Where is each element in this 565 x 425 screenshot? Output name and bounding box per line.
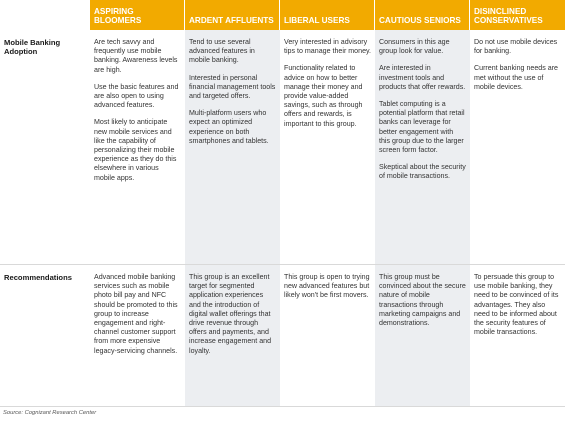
row-label-recommendations: Recommendations xyxy=(0,265,90,407)
table-cell: To persuade this group to use mobile ban… xyxy=(470,265,565,407)
cell-paragraph: Use the basic features and are also open… xyxy=(94,82,179,110)
table-cell: Consumers in this age group look for val… xyxy=(375,30,470,265)
column-header-disinclined-conservatives: DISINCLINED CONSERVATIVES xyxy=(470,0,565,30)
cell-paragraph: Skeptical about the security of mobile t… xyxy=(379,163,466,181)
table-cell: This group is an excellent target for se… xyxy=(185,265,280,407)
cell-paragraph: This group is an excellent target for se… xyxy=(189,273,272,355)
cell-paragraph: Are tech savvy and frequently use mobile… xyxy=(94,38,178,74)
cell-paragraph: Tablet computing is a potential platform… xyxy=(379,100,465,155)
cell-paragraph: Do not use mobile devices for banking. xyxy=(474,38,558,56)
table-cell: This group is open to trying new advance… xyxy=(280,265,375,407)
cell-paragraph: Multi-platform users who expect an optim… xyxy=(189,109,269,145)
source-note: Source: Cognizant Research Center xyxy=(3,410,97,416)
column-header-aspiring-bloomers: ASPIRING BLOOMERS xyxy=(90,0,185,30)
cell-paragraph: Very interested in advisory tips to mana… xyxy=(284,38,372,56)
header-corner xyxy=(0,0,90,30)
column-header-cautious-seniors: CAUTIOUS SENIORS xyxy=(375,0,470,30)
cell-paragraph: Interested in personal financial managem… xyxy=(189,73,276,101)
table-cell: Do not use mobile devices for banking. C… xyxy=(470,30,565,265)
cell-paragraph: This group is open to trying new advance… xyxy=(284,273,370,300)
cell-paragraph: Advanced mobile banking services such as… xyxy=(94,273,178,355)
cell-paragraph: Tend to use several advanced features in… xyxy=(189,38,255,65)
cell-paragraph: This group must be convinced about the s… xyxy=(379,273,466,328)
table-cell: Tend to use several advanced features in… xyxy=(185,30,280,265)
cell-paragraph: Most likely to anticipate new mobile ser… xyxy=(94,118,177,182)
column-header-ardent-affluents: ARDENT AFFLUENTS xyxy=(185,0,280,30)
cell-paragraph: Consumers in this age group look for val… xyxy=(379,38,450,56)
table-cell: This group must be convinced about the s… xyxy=(375,265,470,407)
table-cell: Are tech savvy and frequently use mobile… xyxy=(90,30,185,265)
table-cell: Advanced mobile banking services such as… xyxy=(90,265,185,407)
cell-paragraph: To persuade this group to use mobile ban… xyxy=(474,273,559,337)
cell-paragraph: Current banking needs are met without th… xyxy=(474,64,558,91)
table-cell: Very interested in advisory tips to mana… xyxy=(280,30,375,265)
segment-table: ASPIRING BLOOMERS ARDENT AFFLUENTS LIBER… xyxy=(0,0,565,407)
column-header-liberal-users: LIBERAL USERS xyxy=(280,0,375,30)
cell-paragraph: Are interested in investment tools and p… xyxy=(379,64,466,91)
cell-paragraph: Functionality related to advice on how t… xyxy=(284,64,363,128)
row-label-adoption: Mobile Banking Adoption xyxy=(0,30,90,265)
